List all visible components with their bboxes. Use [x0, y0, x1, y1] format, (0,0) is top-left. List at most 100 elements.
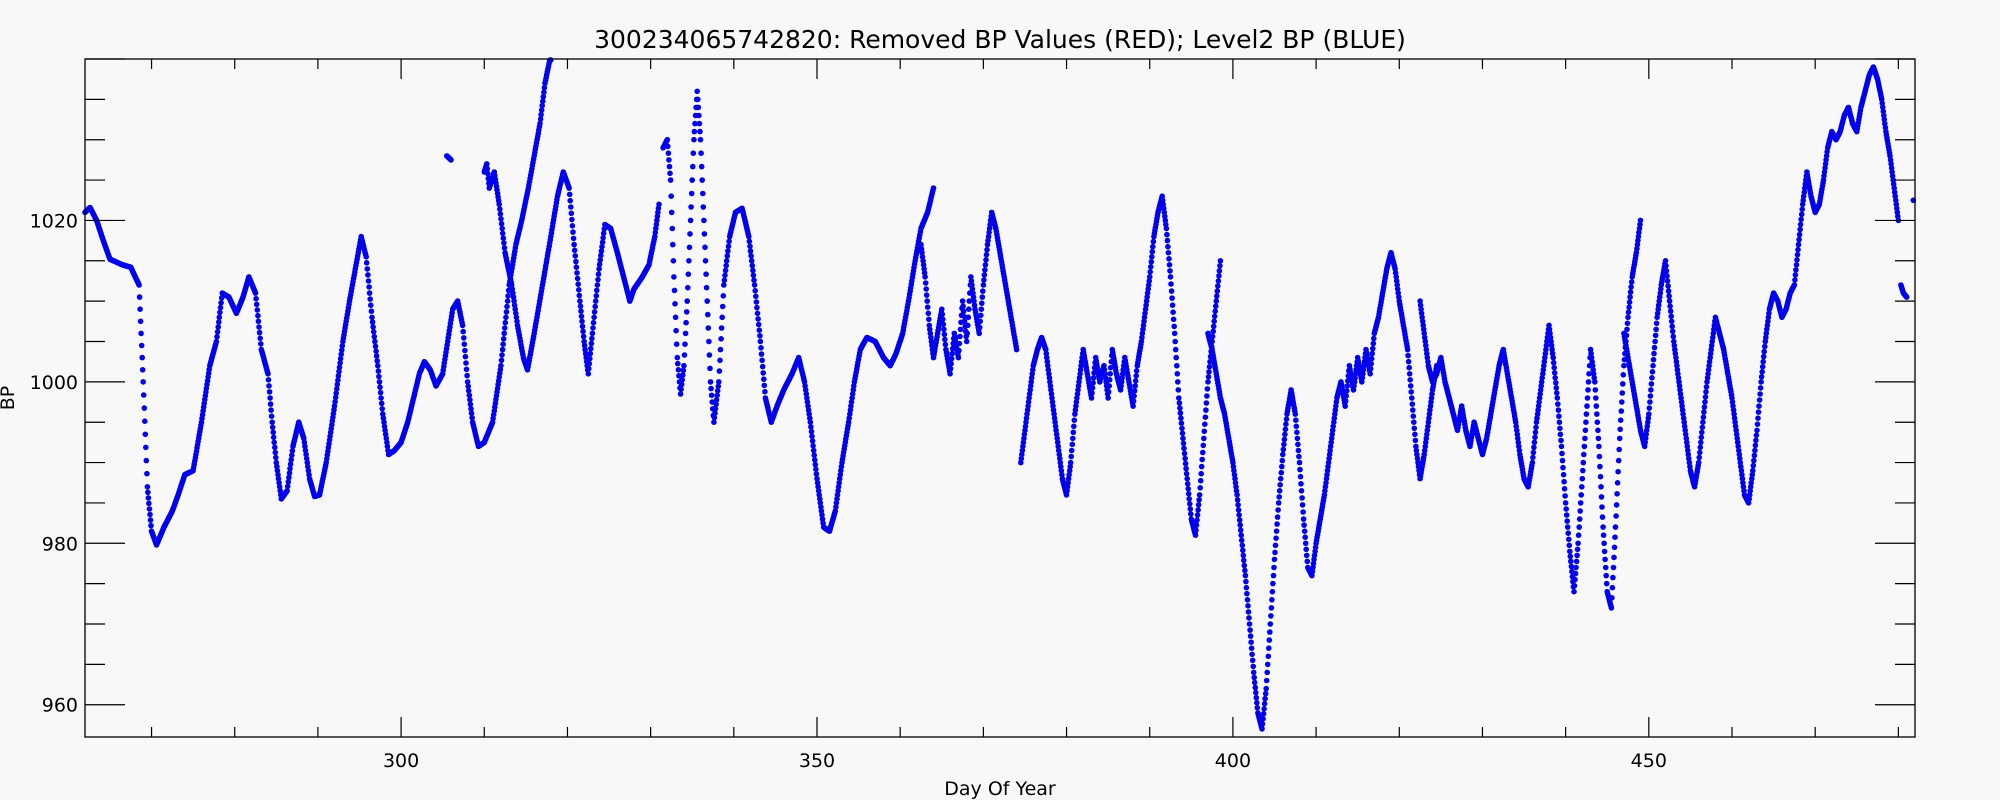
data-point: [382, 431, 389, 438]
data-point: [1167, 268, 1173, 274]
data-point: [538, 107, 545, 113]
data-point: [1171, 323, 1177, 330]
data-point: [1207, 358, 1213, 365]
data-point: [1684, 443, 1691, 450]
data-point: [1150, 238, 1157, 245]
data-point: [1271, 556, 1278, 563]
data-point: [1795, 246, 1801, 253]
data-point: [1323, 480, 1329, 486]
data-point: [1409, 401, 1416, 407]
data-point: [1324, 471, 1330, 478]
data-point: [1577, 508, 1583, 514]
data-point: [289, 452, 295, 459]
data-point: [1764, 322, 1771, 329]
data-point: [1410, 407, 1416, 413]
data-point: [1585, 387, 1591, 393]
data-point: [593, 293, 600, 299]
data-point: [1187, 501, 1193, 507]
data-point: [924, 298, 930, 304]
data-point: [939, 311, 946, 318]
data-point: [1196, 492, 1203, 498]
data-point: [286, 474, 292, 481]
data-point: [337, 355, 344, 362]
data-point: [673, 327, 679, 334]
data-point: [807, 419, 814, 426]
data-point: [1149, 248, 1156, 255]
data-point: [273, 454, 279, 461]
data-point: [919, 249, 925, 256]
data-point: [721, 282, 727, 288]
data-point: [332, 394, 339, 401]
data-point: [272, 444, 278, 451]
data-point: [1618, 408, 1625, 414]
data-point: [1571, 582, 1578, 589]
data-point: [698, 163, 705, 170]
data-point: [1272, 542, 1279, 549]
data-point: [924, 304, 931, 311]
data-point: [1264, 661, 1271, 668]
data-point: [1704, 379, 1710, 385]
data-point: [1891, 185, 1897, 191]
data-point: [1201, 435, 1207, 442]
data-point: [685, 284, 691, 291]
data-point: [957, 333, 963, 340]
data-point: [138, 330, 144, 337]
data-point: [1409, 395, 1415, 401]
data-point: [1296, 459, 1303, 466]
data-point: [1662, 258, 1669, 264]
y-tick-label: 960: [42, 695, 78, 717]
data-point: [1411, 419, 1417, 426]
data-point: [1412, 437, 1419, 444]
data-point: [1581, 443, 1588, 450]
data-point: [1600, 532, 1607, 538]
data-point: [1182, 460, 1189, 467]
data-point: [1598, 494, 1605, 500]
data-point: [1417, 298, 1423, 304]
data-point: [923, 292, 930, 298]
data-point: [1648, 381, 1655, 387]
data-point: [1617, 426, 1623, 433]
data-point: [686, 258, 692, 264]
data-point: [1798, 216, 1804, 223]
data-point: [1057, 455, 1063, 462]
data-point: [983, 251, 990, 258]
data-point: [923, 286, 929, 292]
data-point: [1140, 322, 1147, 329]
data-point: [1233, 488, 1240, 494]
data-point: [941, 331, 948, 338]
data-point: [1262, 690, 1269, 697]
data-point: [1281, 436, 1288, 443]
data-point: [459, 322, 466, 329]
data-point: [1107, 364, 1114, 371]
data-point: [1279, 457, 1286, 464]
data-point: [1030, 367, 1036, 373]
data-point: [718, 336, 724, 342]
data-point: [1022, 423, 1029, 430]
data-point: [496, 201, 503, 208]
data-point: [1240, 552, 1247, 559]
data-point: [725, 248, 731, 254]
data-point: [1594, 411, 1600, 417]
data-point: [702, 258, 709, 264]
data-point: [977, 318, 983, 325]
y-tick-label: 1020: [30, 210, 78, 232]
data-point: [1637, 217, 1644, 224]
data-point: [377, 389, 384, 396]
data-point: [1142, 310, 1148, 317]
data-point: [375, 362, 381, 369]
data-point: [1548, 342, 1555, 349]
data-point: [1199, 456, 1205, 463]
data-point: [336, 364, 343, 371]
data-point: [1194, 517, 1200, 523]
data-point: [1277, 482, 1283, 488]
data-point: [1147, 269, 1153, 275]
data-point: [1585, 379, 1592, 385]
data-point: [716, 379, 722, 385]
data-point: [1371, 335, 1377, 342]
data-point: [1577, 500, 1584, 506]
data-point: [1794, 257, 1800, 263]
data-point: [1188, 511, 1194, 517]
data-point: [143, 444, 149, 451]
data-point: [968, 274, 974, 280]
data-point: [286, 470, 293, 476]
